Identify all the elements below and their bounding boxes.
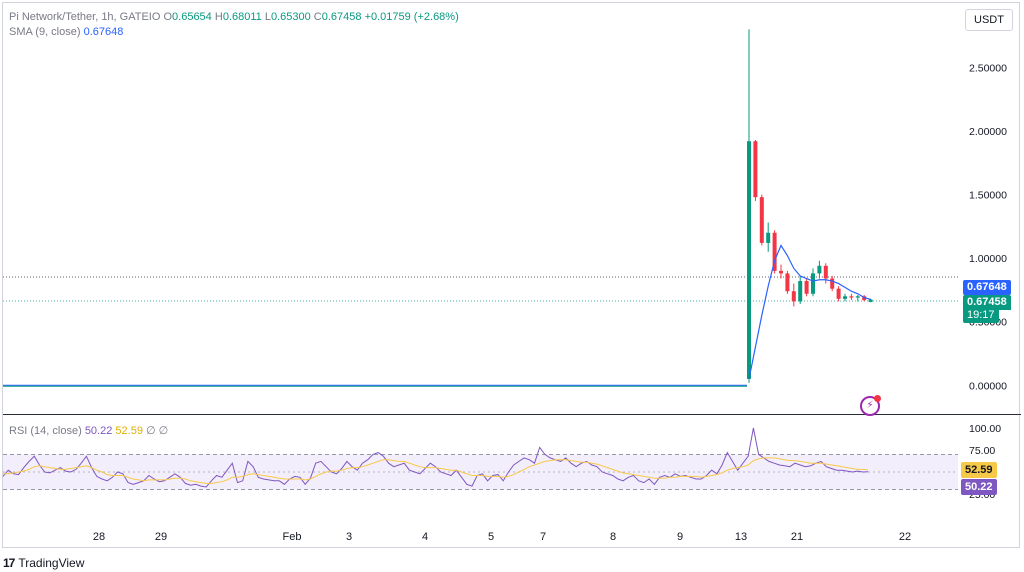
change-value: +0.01759 (+2.68%): [364, 11, 459, 23]
sma-value: 0.67648: [83, 26, 124, 38]
high-value: 0.68011: [222, 11, 262, 23]
time-axis-label: 13: [734, 531, 748, 543]
candle-body: [747, 141, 751, 379]
candle-body: [817, 265, 822, 274]
symbol-legend[interactable]: Pi Network/Tether, 1h, GATEIO O0.65654 H…: [9, 10, 459, 24]
open-label: O: [163, 11, 173, 23]
candle-body: [798, 281, 803, 302]
open-value: 0.65654: [172, 11, 212, 23]
time-axis[interactable]: 28 29 Feb 3 4 5 7 8 9 13 21 22: [3, 528, 1021, 548]
time-axis-label: Feb: [282, 531, 302, 543]
rsi-ma-tag: 52.59: [961, 462, 997, 478]
close-label: C: [313, 11, 322, 23]
chart-frame: 2.500002.000001.500001.000000.500000.000…: [2, 2, 1021, 548]
countdown-tag: 19:17: [963, 308, 999, 323]
high-label: H: [214, 11, 223, 23]
tradingview-brand: TradingView: [18, 556, 85, 570]
sma-legend[interactable]: SMA (9, close) 0.67648: [9, 25, 123, 39]
candle-body: [855, 296, 860, 298]
time-axis-label: 21: [790, 531, 804, 543]
candle-body: [862, 296, 867, 301]
rsi-axis-label: 75.00: [969, 445, 995, 457]
rsi-name[interactable]: RSI (14, close): [9, 425, 82, 437]
price-axis-label: 0.00000: [969, 380, 1007, 392]
sma-name[interactable]: SMA (9, close): [9, 26, 81, 38]
price-chart-svg[interactable]: 2.500002.000001.500001.000000.500000.000…: [3, 3, 1021, 415]
time-axis-label: 3: [345, 531, 353, 543]
candle-body: [823, 265, 828, 279]
candle-body: [811, 273, 815, 294]
candle-body: [772, 232, 777, 271]
rsi-legend[interactable]: RSI (14, close) 50.22 52.59 ∅ ∅: [9, 424, 168, 438]
candle-body: [785, 273, 790, 292]
low-label: L: [264, 11, 271, 23]
rsi-pane[interactable]: 100.00 75.00 25.00: [2, 416, 1021, 548]
candle-body: [753, 141, 758, 198]
price-chart-pane[interactable]: 2.500002.000001.500001.000000.500000.000…: [3, 3, 1021, 415]
symbol-name[interactable]: Pi Network/Tether, 1h, GATEIO: [9, 11, 161, 23]
notification-dot: [874, 395, 881, 402]
candle-body: [759, 197, 764, 243]
rsi-ma-value: 52.59: [115, 425, 143, 437]
flash-icon[interactable]: ⚡: [860, 395, 881, 416]
rsi-axis-label: 100.00: [969, 423, 1001, 435]
candle-body: [830, 278, 835, 289]
price-axis-label: 2.50000: [969, 62, 1007, 74]
pane-divider[interactable]: [3, 414, 1021, 415]
time-axis-label: 5: [487, 531, 495, 543]
currency-button[interactable]: USDT: [965, 9, 1013, 31]
lightning-glyph: ⚡: [866, 400, 874, 411]
rsi-value-tag: 50.22: [961, 479, 997, 495]
price-axis-label: 2.00000: [969, 126, 1007, 138]
rsi-extra-1: ∅: [146, 425, 156, 437]
time-axis-label: 29: [154, 531, 168, 543]
time-axis-label: 8: [609, 531, 617, 543]
tradingview-watermark[interactable]: 17 TradingView: [3, 556, 84, 570]
candle-body: [843, 296, 847, 299]
candle-body: [766, 232, 771, 243]
time-axis-label: 4: [421, 531, 429, 543]
rsi-line: [2, 427, 869, 488]
time-axis-label: 9: [676, 531, 684, 543]
rsi-value: 50.22: [84, 425, 113, 437]
low-value: 0.65300: [270, 11, 311, 23]
candle-body: [868, 299, 873, 302]
sma-line: [748, 244, 871, 380]
close-value: 0.67458: [321, 11, 362, 23]
close-price-tag: 0.67458: [963, 295, 1011, 310]
price-axis-label: 1.50000: [969, 190, 1007, 202]
time-axis-label: 7: [539, 531, 547, 543]
rsi-ma-line: [3, 457, 869, 484]
candle-body: [804, 281, 809, 294]
sma-price-tag: 0.67648: [963, 280, 1011, 295]
candle-body: [836, 288, 841, 299]
candle-body: [779, 270, 783, 274]
candle-body: [791, 291, 796, 302]
candle-body: [849, 296, 854, 298]
time-axis-label: 22: [898, 531, 912, 543]
tradingview-logo-icon: 17: [3, 556, 15, 570]
rsi-extra-2: ∅: [158, 425, 169, 437]
price-axis-label: 1.00000: [969, 253, 1007, 265]
time-axis-label: 28: [92, 531, 106, 543]
